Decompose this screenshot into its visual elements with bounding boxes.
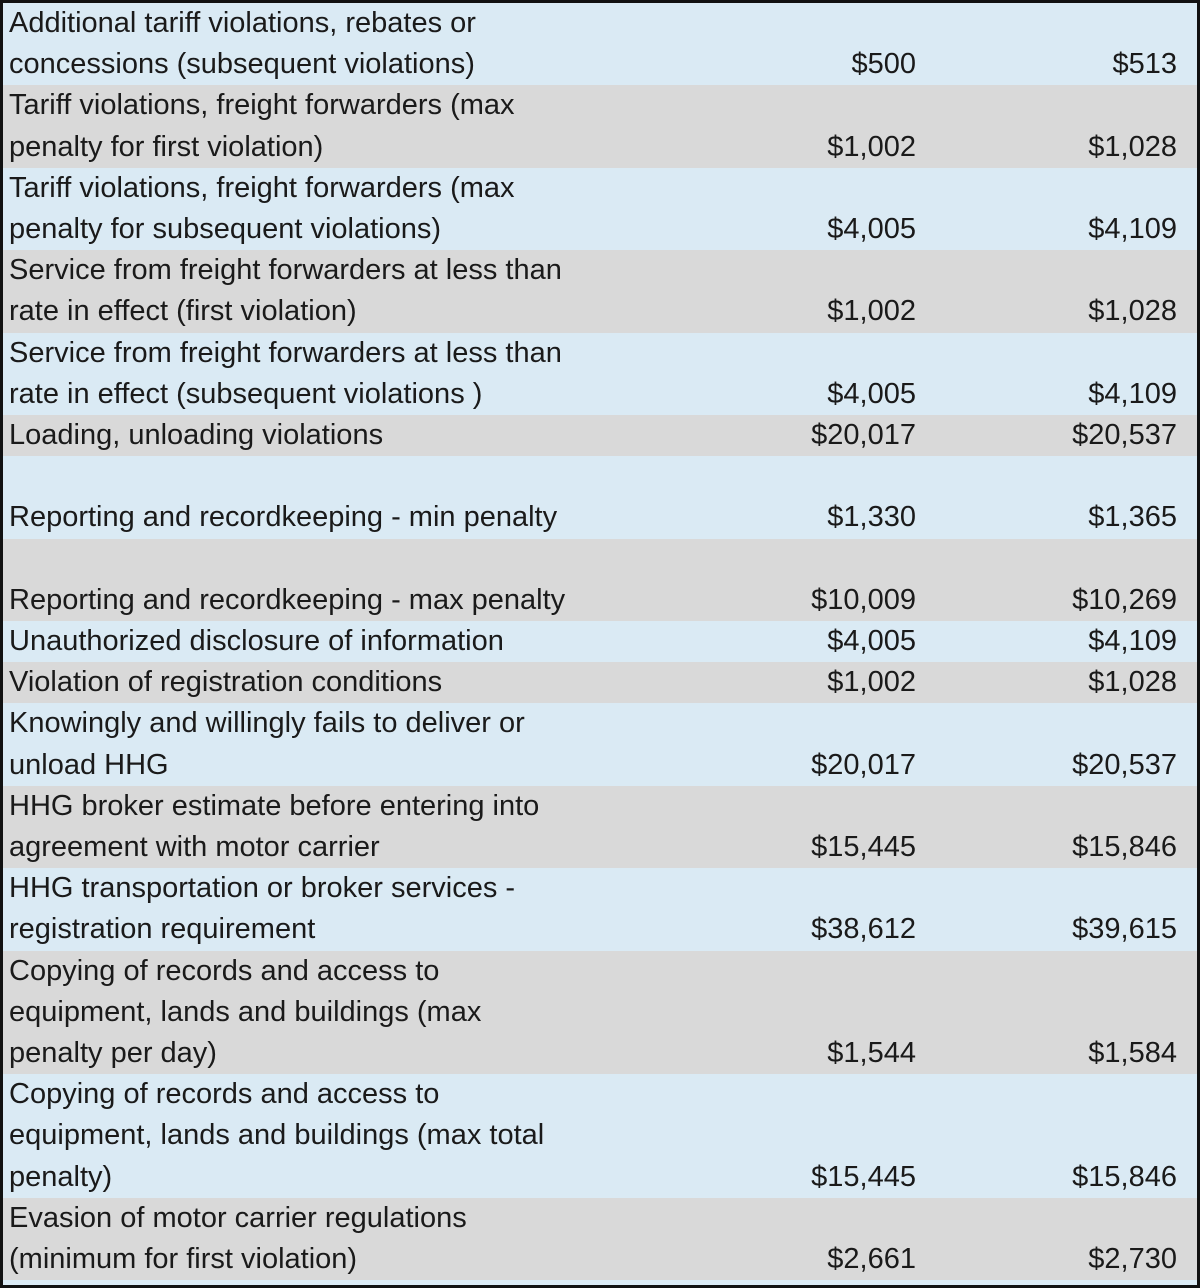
table-row: Reporting and recordkeeping - max penalt… [3,538,1197,622]
previous-penalty-amount: $4,005 [827,377,916,410]
penalty-description: Evasion of motor carrier regulations (min… [3,1198,703,1280]
adjusted-penalty-amount: $1,584 [1088,1037,1177,1070]
penalty-description: Additional tariff violations, rebates or… [3,3,703,85]
penalty-description: Service from freight forwarders at less … [3,333,703,415]
penalty-description: Tariff violations, freight forwarders (m… [3,85,703,167]
table-row: Service from freight forwarders at less … [3,250,1197,333]
penalty-description: Reporting and recordkeeping - min penalt… [3,456,703,538]
adjusted-penalty-amount: $4,109 [1088,377,1177,410]
previous-penalty-amount: $2,661 [827,1243,916,1276]
description-line: Violation of registration conditions [9,666,443,699]
adjusted-penalty-amount: $15,846 [1072,1160,1177,1193]
description-line: Additional tariff violations, rebates or [9,7,476,39]
description-line: penalty) [9,1160,113,1193]
previous-penalty-amount: $500 [851,48,916,81]
penalty-description: HHG broker estimate before entering into… [3,786,703,868]
description-line: Reporting and recordkeeping - min penalt… [9,501,558,534]
adjusted-penalty-amount: $39,615 [1072,913,1177,946]
penalty-description: Service from freight forwarders at less … [3,250,703,332]
adjusted-penalty-amount: $4,109 [1088,213,1177,246]
description-line: (minimum for first violation) [9,1243,358,1276]
penalty-description: Loading, unloading violations [3,415,703,456]
previous-penalty-amount: $1,002 [827,295,916,328]
adjusted-penalty-amount: $20,537 [1072,748,1177,781]
description-line: Loading, unloading violations [9,419,384,452]
description-line: penalty for subsequent violations) [9,213,442,246]
table-row: Tariff violations, freight forwarders (m… [3,85,1197,168]
description-line: Copying of records and access to [9,954,440,987]
description-line: Evasion of motor carrier regulations [9,1201,467,1234]
table-row: Copying of records and access to equipmen… [3,950,1197,1075]
description-line: rate in effect (first violation) [9,295,357,328]
description-line: Knowingly and willingly fails to deliver… [9,707,525,740]
description-line: Tariff violations, freight forwarders (m… [9,171,515,204]
previous-penalty-amount: $15,445 [811,831,916,864]
description-line: Service from freight forwarders at less … [9,254,562,287]
penalty-description: Violation of registration conditions [3,662,703,703]
previous-penalty-amount: $4,005 [827,213,916,246]
previous-penalty-amount: $1,002 [827,130,916,163]
description-line: equipment, lands and buildings (max [9,995,482,1028]
description-line: penalty per day) [9,1037,217,1070]
previous-penalty-amount: $10,009 [811,583,916,616]
table-row: Reporting and recordkeeping - min penalt… [3,456,1197,539]
description-line [9,456,703,497]
description-line [9,539,703,580]
previous-penalty-amount: $20,017 [811,748,916,781]
adjusted-penalty-amount: $20,537 [1072,419,1177,452]
description-line: agreement with motor carrier [9,831,380,864]
adjusted-penalty-amount: $2,730 [1088,1243,1177,1276]
description-line: HHG broker estimate before entering into [9,789,540,822]
description-line: Service from freight forwarders at less … [9,336,562,369]
description-line: Unauthorized disclosure of information [9,625,504,658]
penalty-description: Copying of records and access to equipmen… [3,951,703,1075]
description-line: concessions (subsequent violations) [9,48,475,81]
previous-penalty-amount: $1,330 [827,501,916,534]
adjusted-penalty-amount: $1,028 [1088,295,1177,328]
table-row: Evasion of motor carrier regulations (min… [3,1197,1197,1281]
description-line: equipment, lands and buildings (max tota… [9,1119,545,1152]
description-line: rate in effect (subsequent violations ) [9,377,483,410]
description-line: penalty for first violation) [9,130,324,163]
previous-penalty-amount: $20,017 [811,419,916,452]
table-row: Unauthorized disclosure of information $4… [3,621,1197,663]
previous-penalty-amount: $4,005 [827,625,916,658]
adjusted-penalty-amount: $1,028 [1088,130,1177,163]
penalty-description: Reporting and recordkeeping - max penalt… [3,539,703,621]
description-line: unload HHG [9,748,169,781]
adjusted-penalty-amount: $10,269 [1072,583,1177,616]
table-row: Tariff violations, freight forwarders (m… [3,167,1197,251]
penalty-description: Unauthorized disclosure of information [3,621,703,662]
previous-penalty-amount: $38,612 [811,913,916,946]
table-row: Violation of registration conditions $1,0… [3,662,1197,704]
table-row: HHG broker estimate before entering into… [3,785,1197,869]
description-line: HHG transportation or broker services - [9,872,516,905]
adjusted-penalty-amount: $513 [1112,48,1177,81]
previous-penalty-amount: $1,544 [827,1037,916,1070]
previous-penalty-amount: $1,002 [827,666,916,699]
description-line: Copying of records and access to [9,1078,440,1111]
table-row: HHG transportation or broker services - r… [3,868,1197,951]
penalty-description: Copying of records and access to equipmen… [3,1074,703,1198]
table-row: Knowingly and willingly fails to deliver… [3,703,1197,786]
penalty-description: Knowingly and willingly fails to deliver… [3,703,703,785]
table-row: Copying of records and access to equipmen… [3,1074,1197,1198]
previous-penalty-amount: $15,445 [811,1160,916,1193]
penalty-description: HHG transportation or broker services - r… [3,868,703,950]
description-line: Reporting and recordkeeping - max penalt… [9,583,566,616]
adjusted-penalty-amount: $15,846 [1072,831,1177,864]
table-row: Additional tariff violations, rebates or… [3,3,1197,86]
adjusted-penalty-amount: $4,109 [1088,625,1177,658]
description-line: registration requirement [9,913,316,946]
adjusted-penalty-amount: $1,028 [1088,666,1177,699]
penalty-description: Tariff violations, freight forwarders (m… [3,168,703,250]
description-line: Tariff violations, freight forwarders (m… [9,89,515,122]
adjusted-penalty-amount: $1,365 [1088,501,1177,534]
table-row: Service from freight forwarders at less … [3,332,1197,416]
table-row: Loading, unloading violations $20,017 $20,… [3,415,1197,457]
